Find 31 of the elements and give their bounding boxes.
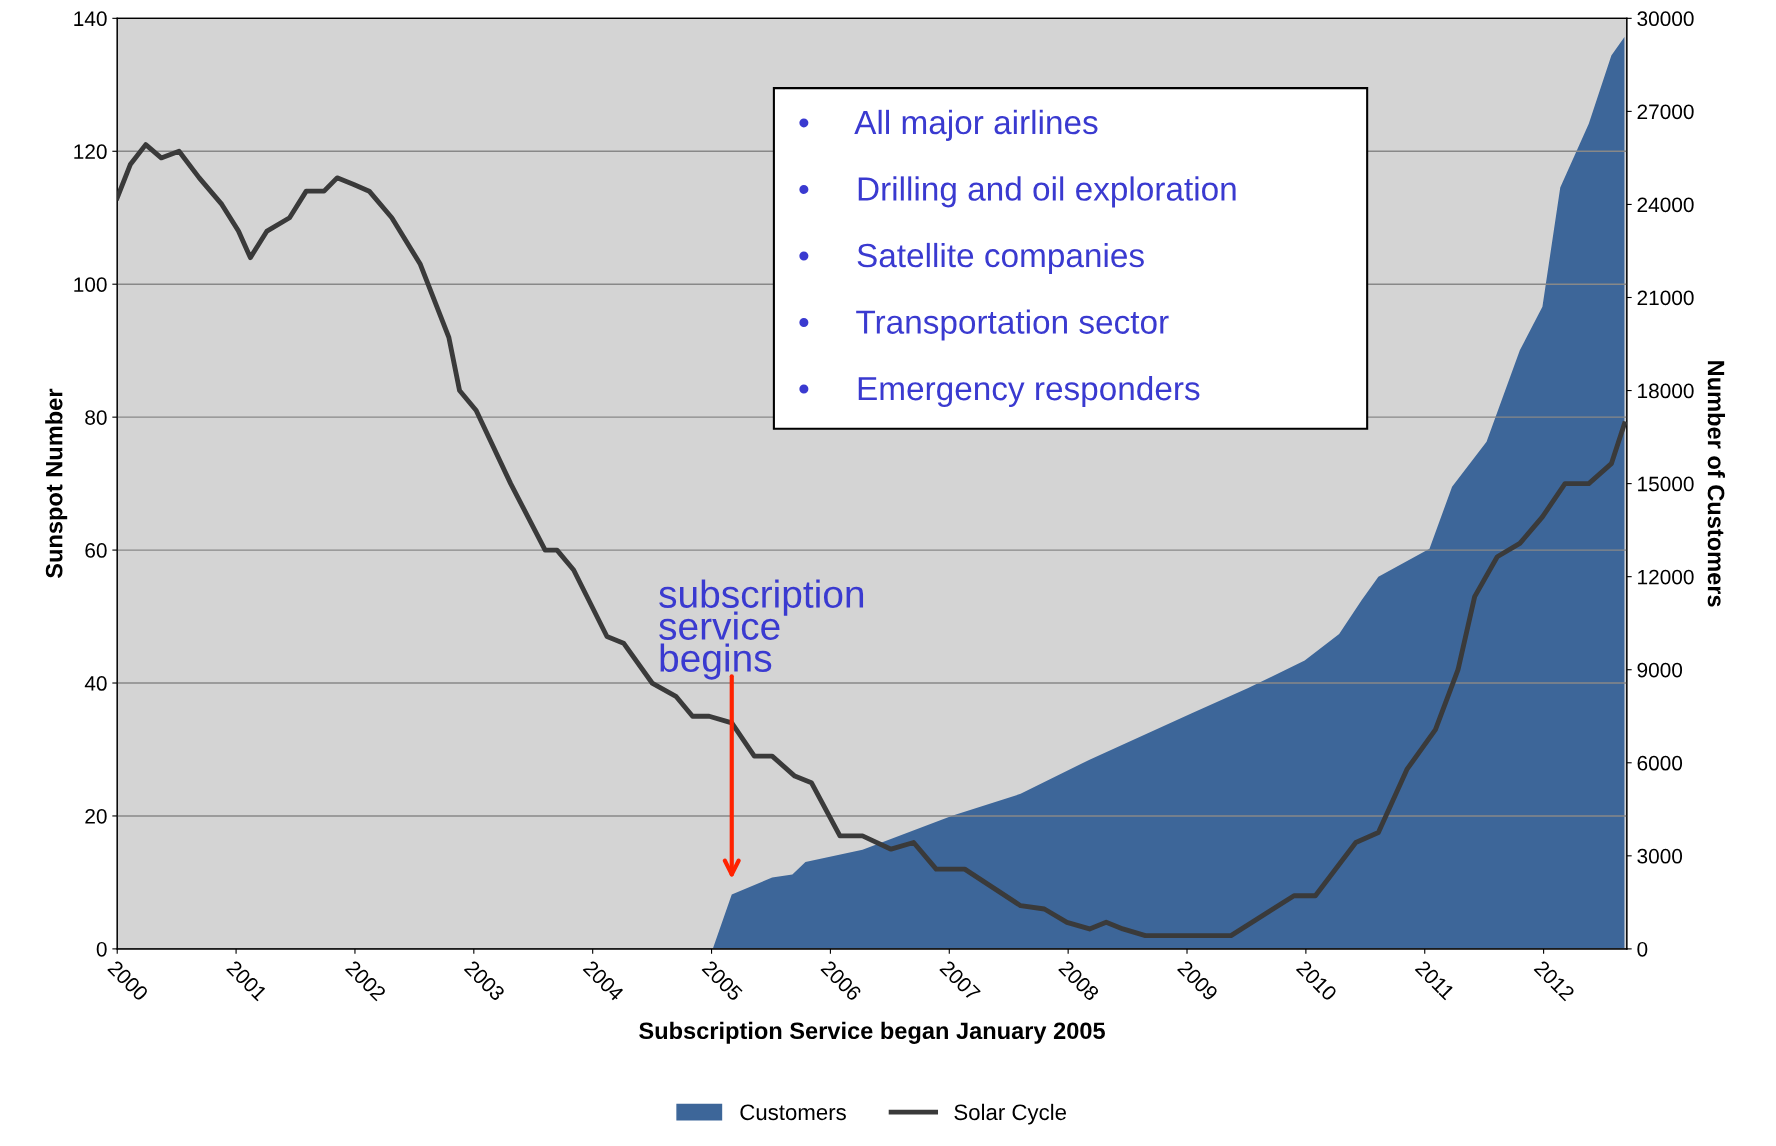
y-tick-label: 60 — [85, 543, 107, 558]
y-tick-label: 140 — [74, 11, 107, 27]
annotation: • Drilling and oil exploration — [799, 176, 1236, 208]
annotation: • All major airlines — [799, 109, 1098, 141]
y-tick-label: 0 — [96, 941, 107, 957]
y-tick-label: 20 — [85, 808, 107, 824]
y2-tick-label: 15000 — [1638, 476, 1694, 492]
y-tick-label: 40 — [84, 676, 107, 691]
y2-tick-label: 6000 — [1637, 755, 1683, 771]
x-axis-title: Subscription Service began January 2005 — [639, 1021, 1105, 1044]
annotation: • Transportation sector — [799, 309, 1169, 341]
y-tick-label: 120 — [74, 144, 107, 160]
y2-tick-label: 12000 — [1638, 569, 1694, 585]
annotation: subscription service begins — [659, 579, 864, 680]
y2-tick-label: 3000 — [1637, 848, 1683, 864]
y2-tick-label: 27000 — [1637, 104, 1694, 120]
y2-tick-label: 21000 — [1637, 290, 1694, 306]
line-series — [117, 142, 1627, 939]
y-axis-title: Sunspot Number — [45, 388, 68, 579]
y2-tick-label: 18000 — [1638, 383, 1694, 399]
y2-tick-label: 9000 — [1637, 662, 1683, 678]
y-tick-label: 80 — [85, 410, 107, 425]
y2-tick-label: 0 — [1637, 941, 1648, 957]
y-tick-label: 100 — [74, 277, 107, 292]
legend-label: Customers — [740, 1104, 846, 1121]
annotation: • Emergency responders — [799, 375, 1200, 408]
annotation: • Satellite companies — [799, 242, 1144, 274]
y2-axis-title: Number of Customers — [1707, 361, 1726, 607]
y2-tick-label: 24000 — [1637, 197, 1694, 213]
y2-tick-label: 30000 — [1637, 11, 1694, 27]
legend-label: Solar Cycle — [954, 1103, 1066, 1125]
